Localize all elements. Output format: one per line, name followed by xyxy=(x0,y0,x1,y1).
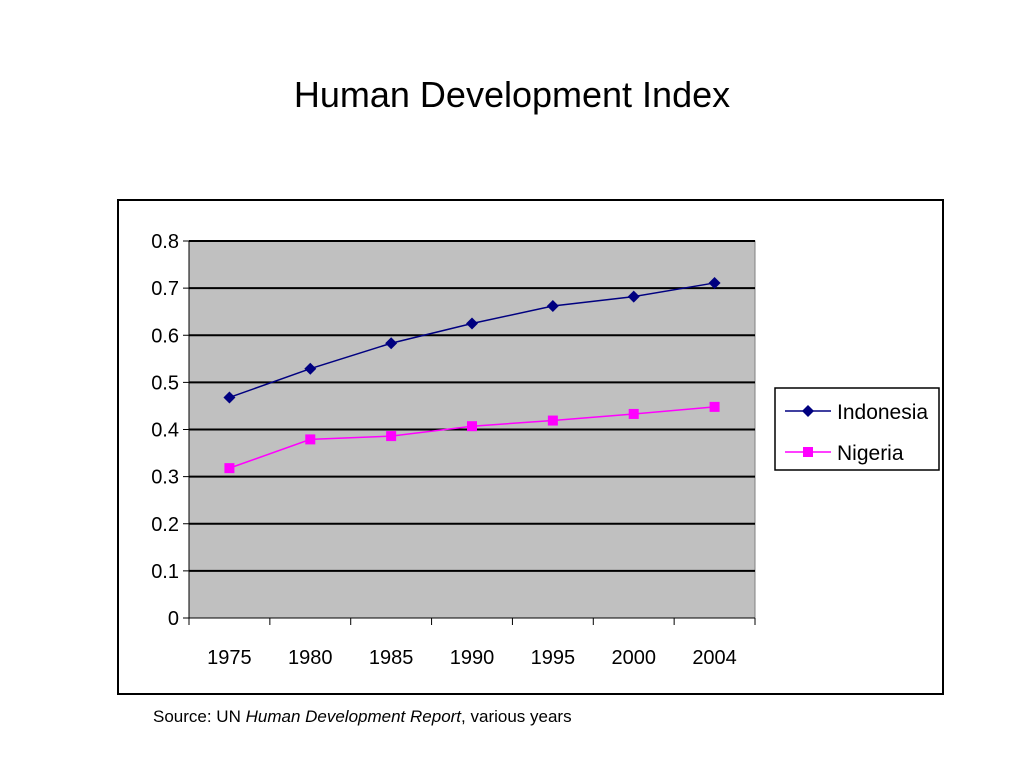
x-tick-label: 1985 xyxy=(369,647,414,669)
y-tick-label: 0.2 xyxy=(151,514,179,536)
data-point-nigeria xyxy=(628,408,639,419)
x-tick-label: 1975 xyxy=(207,647,252,669)
source-prefix: Source: UN xyxy=(153,707,246,726)
x-tick-label: 2004 xyxy=(692,647,737,669)
data-point-nigeria xyxy=(386,431,397,442)
data-point-indonesia xyxy=(466,317,478,330)
data-point-indonesia xyxy=(708,276,721,289)
data-point-indonesia xyxy=(627,290,640,303)
legend-marker-nigeria xyxy=(803,447,813,457)
legend xyxy=(774,387,940,471)
y-tick-label: 0.1 xyxy=(151,561,179,583)
x-tick-label: 1980 xyxy=(288,647,333,669)
y-tick-label: 0.8 xyxy=(151,231,179,253)
chart-frame: 0 0.1 0.2 0.3 0.4 0.5 0.6 0.7 0.8 1975 1980 1985 199… xyxy=(117,199,944,695)
x-tick-label: 1995 xyxy=(531,647,576,669)
slide-title: Human Development Index xyxy=(293,74,731,115)
x-tick-label: 2000 xyxy=(611,647,656,669)
data-point-indonesia xyxy=(304,362,317,375)
source-note: Source: UN Human Development Report, var… xyxy=(153,707,572,727)
source-suffix: , various years xyxy=(461,707,572,726)
data-point-nigeria xyxy=(224,463,235,474)
y-tick-label: 0.4 xyxy=(151,420,179,442)
y-tick-label: 0.3 xyxy=(151,467,179,489)
y-tick-label: 0.5 xyxy=(151,372,179,394)
legend-marker-indonesia xyxy=(802,405,814,417)
data-point-nigeria xyxy=(547,415,558,426)
x-tick-label: 1990 xyxy=(450,647,495,669)
source-report-name: Human Development Report xyxy=(245,707,462,726)
y-tick-label: 0 xyxy=(168,608,179,630)
y-tick-label: 0.7 xyxy=(151,278,179,300)
line-chart: 0 0.1 0.2 0.3 0.4 0.5 0.6 0.7 0.8 1975 1980 1985 199… xyxy=(151,231,940,669)
data-point-nigeria xyxy=(709,401,720,412)
data-point-nigeria xyxy=(467,421,477,432)
data-point-indonesia xyxy=(223,391,236,404)
data-point-indonesia xyxy=(385,337,398,350)
legend-label-nigeria: Nigeria xyxy=(837,442,904,465)
legend-label-indonesia: Indonesia xyxy=(837,401,928,424)
data-point-nigeria xyxy=(305,434,316,445)
y-tick-label: 0.6 xyxy=(151,325,179,347)
data-point-indonesia xyxy=(546,300,559,313)
